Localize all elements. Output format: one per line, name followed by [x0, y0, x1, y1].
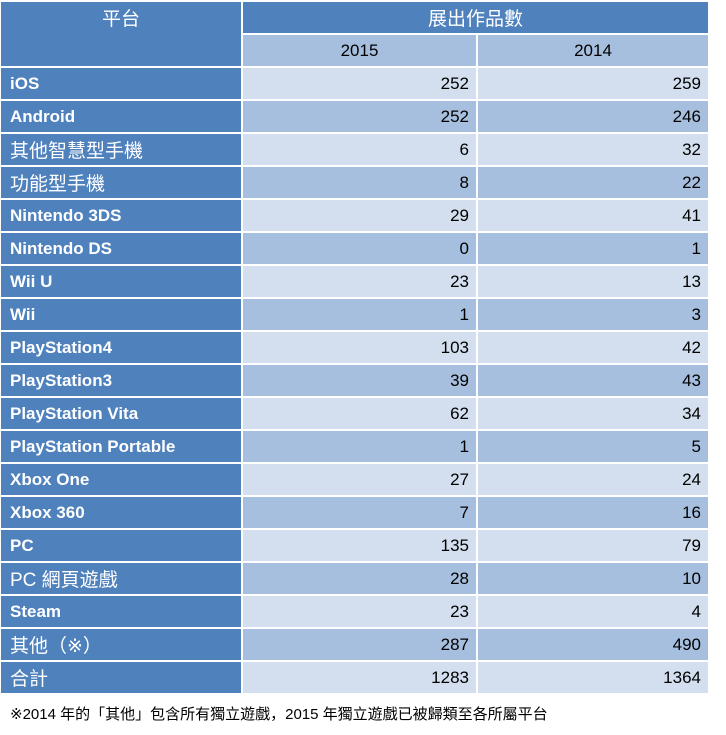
platform-cell: 其他智慧型手機 — [1, 134, 241, 165]
platform-cell: Steam — [1, 596, 241, 627]
value-2014-cell: 32 — [478, 134, 708, 165]
value-2015-cell: 252 — [243, 101, 476, 132]
value-2015-cell: 28 — [243, 563, 476, 594]
table-row: Nintendo 3DS 29 41 — [1, 200, 708, 231]
platform-cell: Xbox 360 — [1, 497, 241, 528]
value-2014-cell: 22 — [478, 167, 708, 198]
table-row: Steam 23 4 — [1, 596, 708, 627]
value-2014-cell: 13 — [478, 266, 708, 297]
table-row: iOS 252 259 — [1, 68, 708, 99]
value-2014-cell: 43 — [478, 365, 708, 396]
value-2015-cell: 1283 — [243, 662, 476, 693]
value-2014-cell: 1 — [478, 233, 708, 264]
year-header-2015: 2015 — [243, 35, 476, 66]
table-row: PC 網頁遊戲 28 10 — [1, 563, 708, 594]
value-2014-cell: 1364 — [478, 662, 708, 693]
value-2015-cell: 135 — [243, 530, 476, 561]
value-2015-cell: 39 — [243, 365, 476, 396]
value-2015-cell: 8 — [243, 167, 476, 198]
footnote: ※2014 年的「其他」包含所有獨立遊戲，2015 年獨立遊戲已被歸類至各所屬平… — [10, 706, 548, 723]
value-2015-cell: 103 — [243, 332, 476, 363]
platform-cell: Wii — [1, 299, 241, 330]
value-2014-cell: 42 — [478, 332, 708, 363]
platform-cell: Android — [1, 101, 241, 132]
value-2014-cell: 490 — [478, 629, 708, 660]
platform-exhibits-table: 平台 展出作品數 2015 2014 iOS 252 259 Android 252 24… — [1, 2, 708, 693]
table-row: Wii 1 3 — [1, 299, 708, 330]
platform-cell: Wii U — [1, 266, 241, 297]
exhibits-header: 展出作品數 — [243, 2, 708, 33]
value-2014-cell: 34 — [478, 398, 708, 429]
table-row: 功能型手機 8 22 — [1, 167, 708, 198]
value-2014-cell: 41 — [478, 200, 708, 231]
value-2015-cell: 23 — [243, 596, 476, 627]
table-row: 合計 1283 1364 — [1, 662, 708, 693]
platform-cell: Nintendo 3DS — [1, 200, 241, 231]
table-row: 其他（※） 287 490 — [1, 629, 708, 660]
value-2014-cell: 16 — [478, 497, 708, 528]
value-2015-cell: 7 — [243, 497, 476, 528]
value-2014-cell: 3 — [478, 299, 708, 330]
platform-header: 平台 — [1, 2, 241, 66]
value-2014-cell: 246 — [478, 101, 708, 132]
value-2015-cell: 23 — [243, 266, 476, 297]
value-2015-cell: 1 — [243, 431, 476, 462]
value-2014-cell: 4 — [478, 596, 708, 627]
table-row: Nintendo DS 0 1 — [1, 233, 708, 264]
value-2015-cell: 1 — [243, 299, 476, 330]
platform-cell: 功能型手機 — [1, 167, 241, 198]
table-row: PlayStation Portable 1 5 — [1, 431, 708, 462]
table-row: Xbox One 27 24 — [1, 464, 708, 495]
platform-cell: PlayStation Portable — [1, 431, 241, 462]
value-2014-cell: 259 — [478, 68, 708, 99]
value-2015-cell: 6 — [243, 134, 476, 165]
platform-cell: iOS — [1, 68, 241, 99]
table-row: Wii U 23 13 — [1, 266, 708, 297]
platform-cell: PC 網頁遊戲 — [1, 563, 241, 594]
value-2015-cell: 27 — [243, 464, 476, 495]
platform-cell: Nintendo DS — [1, 233, 241, 264]
table-row: PC 135 79 — [1, 530, 708, 561]
value-2015-cell: 62 — [243, 398, 476, 429]
value-2014-cell: 5 — [478, 431, 708, 462]
platform-cell: PlayStation4 — [1, 332, 241, 363]
platform-cell: 合計 — [1, 662, 241, 693]
value-2015-cell: 29 — [243, 200, 476, 231]
platform-cell: PC — [1, 530, 241, 561]
platform-cell: PlayStation3 — [1, 365, 241, 396]
platform-cell: 其他（※） — [1, 629, 241, 660]
value-2015-cell: 0 — [243, 233, 476, 264]
value-2014-cell: 79 — [478, 530, 708, 561]
value-2014-cell: 10 — [478, 563, 708, 594]
year-header-2014: 2014 — [478, 35, 708, 66]
table-row: PlayStation4 103 42 — [1, 332, 708, 363]
platform-cell: PlayStation Vita — [1, 398, 241, 429]
table-row: PlayStation3 39 43 — [1, 365, 708, 396]
table-row: PlayStation Vita 62 34 — [1, 398, 708, 429]
value-2015-cell: 287 — [243, 629, 476, 660]
table-row: Xbox 360 7 16 — [1, 497, 708, 528]
value-2014-cell: 24 — [478, 464, 708, 495]
value-2015-cell: 252 — [243, 68, 476, 99]
table-row: 其他智慧型手機 6 32 — [1, 134, 708, 165]
platform-cell: Xbox One — [1, 464, 241, 495]
table-row: Android 252 246 — [1, 101, 708, 132]
